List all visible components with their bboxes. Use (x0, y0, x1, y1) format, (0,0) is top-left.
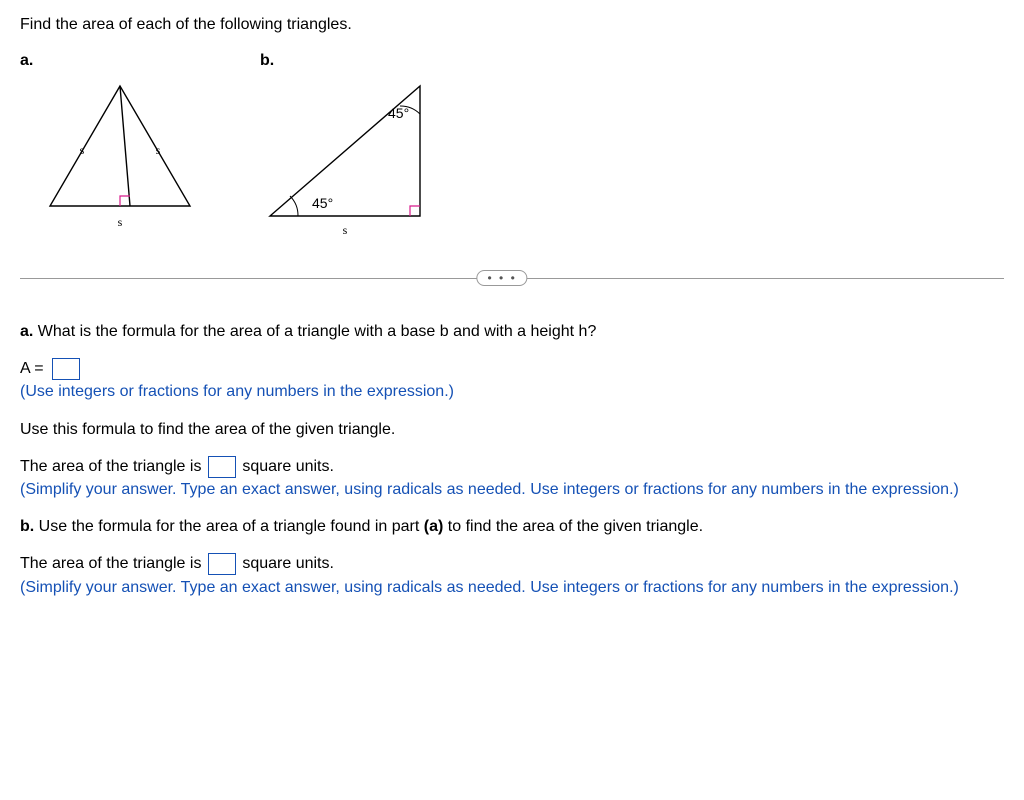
formula-row: A = (20, 357, 1004, 380)
use-formula-text: Use this formula to find the area of the… (20, 418, 1004, 441)
area-b-pre: The area of the triangle is (20, 555, 206, 572)
area-a-hint: (Simplify your answer. Type an exact ans… (20, 478, 1004, 501)
question-a-prompt: a. What is the formula for the area of a… (20, 320, 1004, 343)
triangle-b-diagram: s 45° 45° (260, 76, 450, 246)
part-b-ref: (a) (424, 518, 444, 535)
part-b-text-2: to find the area of the given triangle. (443, 518, 703, 535)
part-a-text: What is the formula for the area of a tr… (33, 323, 596, 340)
area-b-input[interactable] (208, 553, 236, 575)
area-b-block: The area of the triangle is square units… (20, 552, 1004, 598)
area-b-hint: (Simplify your answer. Type an exact ans… (20, 576, 1004, 599)
area-a-block: The area of the triangle is square units… (20, 455, 1004, 501)
a-equals-label: A = (20, 357, 44, 380)
svg-text:s: s (156, 143, 161, 157)
area-a-input[interactable] (208, 456, 236, 478)
figure-b-column: b. s 45° 45° (260, 52, 450, 246)
question-b-prompt: b. Use the formula for the area of a tri… (20, 515, 1004, 538)
part-b-text-1: Use the formula for the area of a triang… (34, 518, 424, 535)
svg-text:45°: 45° (388, 105, 409, 121)
figures-row: a. s s s b. s 45° 45° (20, 52, 1004, 246)
svg-text:45°: 45° (312, 195, 333, 211)
formula-hint: (Use integers or fractions for any numbe… (20, 380, 1004, 403)
svg-text:s: s (80, 143, 85, 157)
part-b-label: b. (20, 518, 34, 535)
area-a-pre: The area of the triangle is (20, 458, 206, 475)
svg-text:s: s (118, 215, 123, 229)
formula-block: A = (Use integers or fractions for any n… (20, 357, 1004, 403)
more-button[interactable]: • • • (477, 270, 528, 286)
formula-input[interactable] (52, 358, 80, 380)
figure-a-label: a. (20, 52, 220, 70)
area-b-post: square units. (238, 555, 334, 572)
triangle-a-diagram: s s s (20, 76, 220, 236)
figure-a-column: a. s s s (20, 52, 220, 246)
area-a-row: The area of the triangle is square units… (20, 455, 1004, 478)
part-a-label: a. (20, 323, 33, 340)
divider: • • • (20, 266, 1004, 290)
area-b-row: The area of the triangle is square units… (20, 552, 1004, 575)
area-a-post: square units. (238, 458, 334, 475)
figure-b-label: b. (260, 52, 450, 70)
page-title: Find the area of each of the following t… (20, 16, 1004, 34)
svg-text:s: s (343, 223, 348, 237)
